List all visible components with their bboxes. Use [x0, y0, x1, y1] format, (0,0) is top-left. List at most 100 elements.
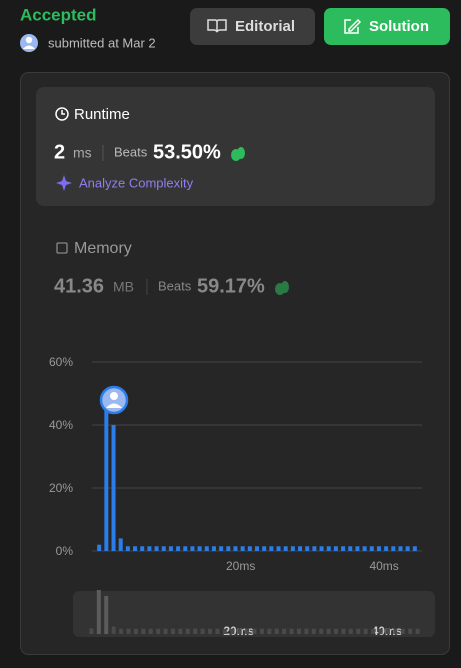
button-label: Editorial: [235, 18, 295, 35]
bar: [326, 546, 331, 551]
avatar-head: [25, 36, 33, 44]
bar: [176, 546, 181, 551]
result-card: [20, 72, 450, 655]
bar: [362, 546, 367, 551]
range-bar: [415, 628, 420, 634]
bar: [255, 546, 259, 551]
avatar-body: [23, 45, 35, 49]
range-bar: [274, 628, 279, 634]
range-bar: [96, 590, 101, 634]
bar: [398, 546, 403, 551]
bar: [219, 546, 224, 551]
submitted-date: submitted at Mar 2: [48, 35, 156, 50]
button-bg: [324, 8, 450, 45]
range-bar: [363, 628, 368, 634]
bar: [298, 546, 303, 551]
book-icon: [207, 19, 227, 33]
status: Accepted: [20, 5, 97, 24]
runtime-beats: 53.50%: [153, 141, 221, 163]
range-bar: [163, 628, 168, 634]
x-tick-label: 20ms: [226, 559, 255, 573]
bar: [305, 546, 310, 551]
clock-icon: [55, 107, 69, 121]
clap-icon: [275, 281, 289, 295]
range-bar: [237, 628, 242, 634]
bar: [226, 546, 231, 551]
range-bar: [200, 628, 205, 634]
clap-icon: [231, 147, 245, 161]
range-bar: [319, 628, 324, 634]
runtime-value: 2: [54, 141, 65, 163]
edit-icon: [344, 18, 362, 34]
bar: [276, 546, 281, 551]
range-bar: [348, 628, 353, 634]
bar: [355, 546, 360, 551]
bar: [405, 546, 410, 551]
range-bar: [126, 628, 131, 634]
bar: [147, 546, 152, 551]
range-bar: [282, 628, 287, 634]
memory-unit: MB: [113, 279, 134, 295]
bar: [211, 546, 216, 551]
beats-label: Beats: [158, 278, 192, 293]
clock-hands: [61, 110, 65, 115]
memory-beats: 59.17%: [197, 275, 265, 297]
range-bar: [378, 628, 383, 634]
runtime-card[interactable]: [36, 87, 435, 206]
range-bar: [289, 628, 294, 634]
bar: [384, 546, 389, 551]
range-bar: [89, 628, 94, 634]
range-bar: [111, 626, 116, 634]
bar: [240, 546, 245, 551]
y-tick-label: 60%: [49, 355, 73, 369]
bar: [133, 546, 138, 551]
range-bar: [356, 628, 361, 634]
my-submission-marker[interactable]: [99, 385, 129, 415]
range-bar: [259, 628, 264, 634]
bar: [111, 425, 116, 551]
y-tick-label: 20%: [49, 481, 73, 495]
analyze-link[interactable]: Analyze Complexity: [79, 175, 194, 190]
range-bar: [385, 628, 390, 634]
range-bar: [156, 628, 161, 634]
bar: [125, 546, 130, 551]
range-bar: [341, 628, 346, 634]
range-bar: [408, 628, 413, 634]
editorial-button[interactable]: Editorial: [190, 8, 315, 45]
range-bar: [193, 628, 198, 634]
bar: [190, 546, 195, 551]
range-bar: [393, 628, 398, 634]
range-bar: [208, 628, 213, 634]
sparkle-icon: [56, 175, 72, 191]
bar: [290, 546, 295, 551]
bar: [348, 546, 353, 551]
range-bar: [296, 628, 301, 634]
y-tick-label: 40%: [49, 418, 73, 432]
range-bar: [104, 595, 109, 634]
bar: [262, 546, 267, 551]
range-bar: [185, 628, 190, 634]
runtime-chart: 0% 20% 40% 60% 20ms 40ms: [49, 355, 422, 573]
bar: [391, 546, 396, 551]
range-bar: [252, 628, 257, 634]
range-bar: [170, 628, 175, 634]
range-bar: [267, 628, 272, 634]
button-label: Solution: [369, 18, 429, 35]
bar: [341, 546, 346, 551]
range-bar: [371, 628, 376, 634]
bar: [412, 546, 417, 551]
range-bar: [245, 628, 250, 634]
range-selector[interactable]: [73, 591, 435, 637]
range-bar: [326, 628, 331, 634]
bar: [161, 546, 166, 551]
bar: [376, 546, 381, 551]
bar: [283, 546, 288, 551]
beats-label: Beats: [114, 144, 148, 159]
bar: [154, 546, 159, 551]
bar: [247, 546, 252, 551]
bar: [97, 544, 102, 551]
bar: [140, 546, 145, 551]
solution-button[interactable]: Solution: [324, 8, 450, 45]
